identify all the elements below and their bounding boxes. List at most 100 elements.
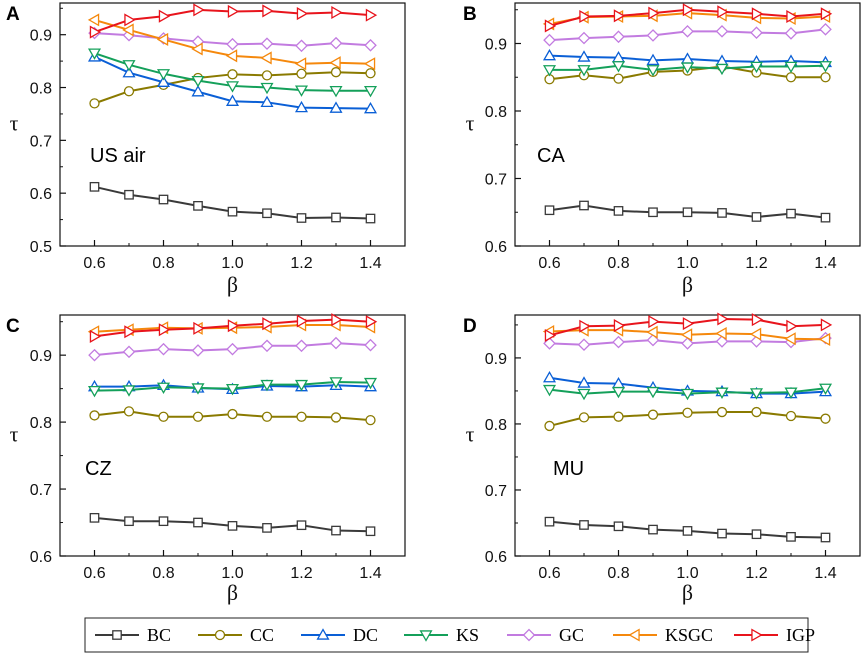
legend-marker [628, 628, 640, 642]
series-ks [87, 377, 378, 398]
data-point-igp [820, 318, 833, 332]
legend-item-bc: BC [95, 625, 171, 645]
y-tick-label: 0.9 [485, 351, 507, 368]
data-point-ksgc [260, 51, 272, 65]
legend: BC CC DC KS GC KSGC IGP [84, 617, 815, 653]
data-point-bc [158, 516, 169, 527]
data-point-bc [544, 516, 555, 527]
data-point-gc [819, 23, 832, 36]
data-point-dc [191, 85, 205, 97]
panel-c: 0.6 0.8 1.0 1.2 1.4 0.6 0.7 0.8 0.9 β τ C CZ [6, 313, 406, 605]
data-point-ks [225, 81, 240, 93]
data-point-cc [158, 411, 169, 422]
data-point-gc [784, 27, 798, 40]
data-point-cc [613, 411, 624, 422]
series-bc [544, 200, 831, 223]
data-point-cc [613, 73, 624, 84]
data-point-gc [612, 30, 625, 44]
data-point-dc [646, 53, 660, 66]
data-point-bc [89, 512, 100, 523]
data-point-igp [820, 7, 833, 21]
data-point-ksgc [749, 327, 762, 341]
data-point-gc [157, 342, 170, 356]
panel-b: 0.6 0.8 1.0 1.2 1.4 0.6 0.7 0.8 0.9 β τ B CA [463, 2, 861, 297]
data-point-igp [682, 3, 695, 17]
data-point-igp [365, 8, 378, 22]
data-point-ks [784, 387, 798, 399]
data-point-igp [193, 321, 205, 335]
x-tick-label: 1.2 [745, 565, 767, 582]
data-point-cc [330, 412, 342, 423]
data-point-ks [191, 383, 205, 395]
data-point-dc [329, 101, 343, 113]
legend-item-gc: GC [507, 625, 584, 645]
data-point-igp [124, 325, 136, 339]
data-point-dc [542, 371, 557, 383]
data-point-gc [612, 335, 625, 349]
panel-annotation: CA [537, 145, 565, 167]
data-point-bc [124, 189, 134, 200]
data-point-ks [646, 386, 660, 399]
data-point-ks [329, 377, 343, 389]
data-point-cc [820, 413, 831, 424]
data-point-igp [262, 317, 274, 331]
legend-label: GC [559, 625, 584, 645]
data-point-cc [227, 408, 238, 420]
data-point-cc [820, 72, 831, 83]
data-point-igp [124, 13, 136, 27]
data-point-igp [262, 4, 274, 18]
legend-items: BC CC DC KS GC KSGC IGP [95, 625, 815, 645]
data-point-ks [611, 61, 626, 73]
data-point-dc [577, 376, 591, 388]
data-point-igp [544, 19, 557, 33]
x-axis-label: β [227, 272, 238, 297]
x-tick-label: 1.4 [814, 565, 836, 582]
data-point-igp [717, 312, 729, 326]
data-point-igp [158, 9, 171, 23]
x-tick-label: 1.4 [359, 565, 381, 582]
series-cc [89, 406, 376, 426]
legend-marker [214, 629, 226, 641]
data-point-gc [646, 29, 660, 42]
data-point-cc [682, 407, 693, 418]
data-point-gc [191, 344, 205, 357]
x-axis-label: β [227, 580, 238, 605]
data-point-cc [89, 410, 100, 421]
y-tick-label: 0.9 [485, 37, 507, 54]
data-point-ks [818, 61, 833, 73]
data-point-igp [296, 314, 309, 328]
data-point-cc [785, 410, 797, 422]
data-point-ksgc [715, 326, 727, 341]
data-point-bc [579, 520, 589, 530]
y-tick-label: 0.8 [30, 81, 52, 98]
series-cc [544, 406, 831, 432]
data-point-igp [227, 4, 240, 18]
data-point-cc [192, 411, 204, 422]
y-tick-label: 0.9 [30, 28, 52, 45]
data-point-gc [681, 25, 694, 38]
panel-a: 0.6 0.8 1.0 1.2 1.4 0.5 0.6 0.7 0.8 0.9 β τ A US air [6, 2, 406, 297]
data-point-gc [226, 342, 239, 356]
data-point-gc [681, 337, 694, 350]
data-point-bc [124, 516, 134, 527]
data-point-gc [226, 37, 239, 51]
data-point-ks [749, 61, 764, 74]
series-igp [544, 312, 833, 342]
data-point-ks [818, 383, 833, 396]
data-point-ksgc [784, 332, 796, 346]
y-tick-label: 0.6 [485, 239, 507, 256]
data-point-igp [682, 317, 695, 331]
data-point-igp [296, 7, 309, 21]
data-point-ks [156, 69, 171, 81]
data-point-bc [227, 521, 238, 531]
legend-item-cc: CC [198, 625, 274, 645]
data-point-ks [87, 385, 102, 398]
x-tick-label: 1.4 [814, 255, 836, 272]
data-point-gc [329, 336, 343, 350]
data-point-ksgc [122, 23, 134, 37]
data-point-bc [648, 207, 658, 218]
data-point-ks [611, 386, 626, 399]
data-point-ks [87, 48, 102, 60]
legend-item-igp: IGP [734, 625, 815, 645]
data-point-bc [648, 524, 658, 535]
